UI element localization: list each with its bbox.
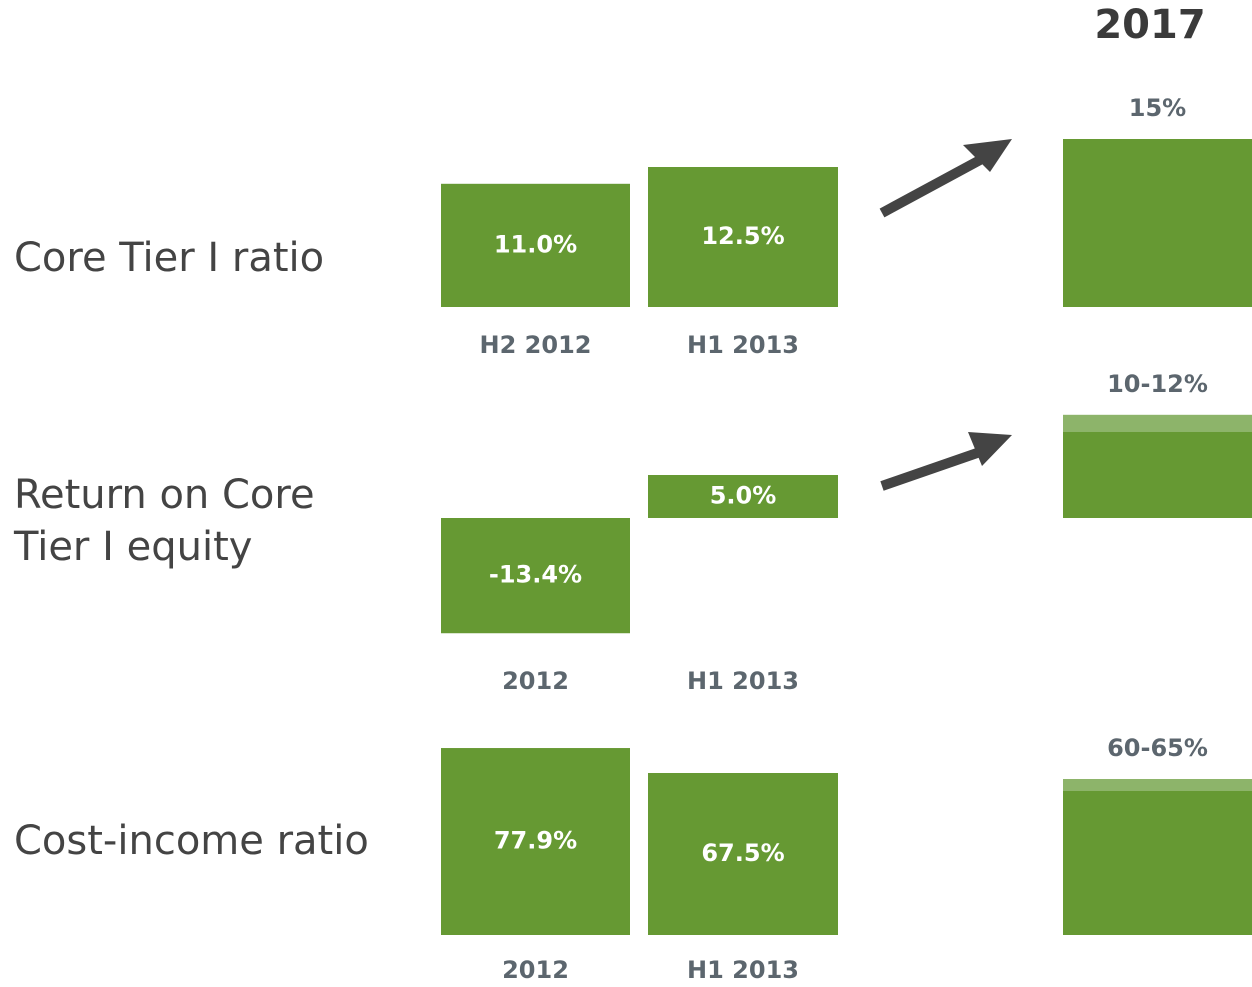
arrow — [880, 447, 982, 491]
category-label: 2012 — [502, 667, 569, 695]
arrow-head — [963, 139, 1012, 172]
row-title: Core Tier I ratio — [14, 235, 324, 281]
target-bar — [1063, 432, 1252, 518]
arrow — [879, 155, 983, 218]
target-bar — [1063, 791, 1252, 935]
arrows — [879, 139, 1012, 491]
value-label: -13.4% — [489, 561, 582, 589]
target-year: 2017 — [1094, 2, 1205, 48]
bar — [441, 183, 630, 307]
row-title: Return on Core — [14, 472, 315, 518]
bar — [441, 518, 630, 634]
target-label: 10-12% — [1107, 370, 1208, 398]
bar — [441, 748, 630, 935]
bar — [648, 475, 838, 518]
target-label: 60-65% — [1107, 734, 1208, 762]
category-label: H1 2013 — [687, 667, 799, 695]
value-label: 11.0% — [494, 230, 577, 258]
value-label: 12.5% — [701, 222, 784, 250]
category-label: H2 2012 — [480, 331, 592, 359]
bar — [648, 167, 838, 307]
target-bar — [1063, 139, 1252, 307]
value-label: 77.9% — [494, 827, 577, 855]
bar — [648, 773, 838, 935]
row-title: Tier I equity — [13, 524, 252, 570]
target-range — [1063, 414, 1252, 432]
category-label: H1 2013 — [687, 956, 799, 984]
target-range — [1063, 779, 1252, 791]
value-label: 5.0% — [710, 482, 777, 510]
category-label: 2012 — [502, 956, 569, 984]
row-title: Cost-income ratio — [14, 818, 369, 864]
arrow-head — [968, 432, 1012, 466]
value-label: 67.5% — [701, 839, 784, 867]
target-label: 15% — [1129, 94, 1186, 122]
category-label: H1 2013 — [687, 331, 799, 359]
